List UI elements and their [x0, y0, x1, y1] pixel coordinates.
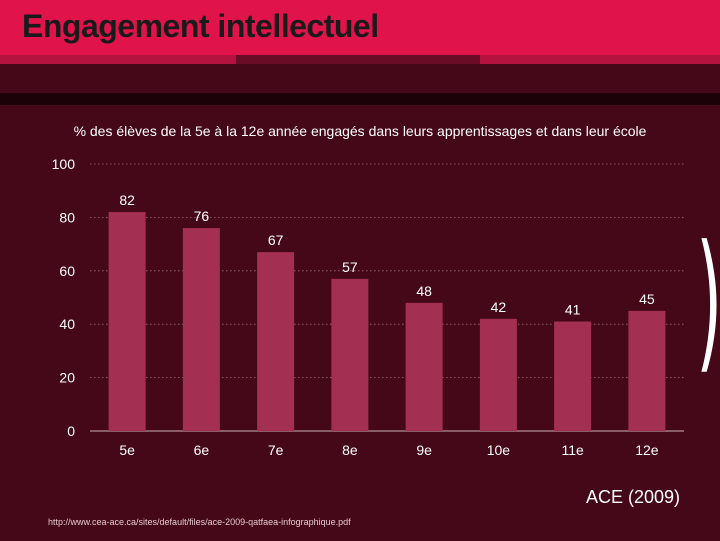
y-tick-label: 80: [59, 209, 75, 225]
x-tick-label: 5e: [119, 442, 135, 458]
source-label: ACE (2009): [585, 487, 680, 507]
accent-stripe: [0, 55, 236, 64]
bar: [257, 252, 295, 431]
slide-title: Engagement intellectuel: [22, 8, 379, 44]
accent-stripe: [236, 55, 480, 64]
y-tick-label: 60: [59, 263, 75, 279]
bar: [108, 212, 146, 431]
source-url: http://www.cea-ace.ca/sites/default/file…: [48, 517, 351, 527]
bar: [182, 228, 220, 431]
bar: [628, 310, 666, 431]
data-label: 82: [119, 192, 135, 208]
data-label: 41: [565, 302, 581, 318]
x-tick-label: 9e: [416, 442, 432, 458]
x-tick-label: 7e: [268, 442, 284, 458]
y-tick-label: 0: [67, 423, 75, 439]
x-tick-label: 11e: [561, 442, 584, 458]
data-label: 48: [416, 283, 432, 299]
bar: [479, 318, 517, 431]
accent-stripe: [480, 55, 720, 64]
data-label: 45: [639, 291, 655, 307]
data-label: 57: [342, 259, 358, 275]
y-tick-label: 20: [59, 370, 75, 386]
x-tick-label: 8e: [342, 442, 358, 458]
side-parenthesis-glyph: ): [696, 214, 720, 388]
dark-band: [0, 93, 720, 105]
bar: [554, 321, 592, 431]
title-bar: [0, 0, 720, 55]
chart-title: % des élèves de la 5e à la 12e année eng…: [73, 123, 647, 139]
data-label: 76: [194, 208, 210, 224]
x-tick-label: 6e: [194, 442, 210, 458]
y-tick-label: 100: [52, 156, 76, 172]
bar: [331, 278, 369, 431]
data-label: 67: [268, 232, 284, 248]
y-tick-label: 40: [59, 316, 75, 332]
x-tick-label: 10e: [487, 442, 511, 458]
bar: [405, 302, 443, 431]
x-tick-label: 12e: [635, 442, 659, 458]
data-label: 42: [491, 299, 507, 315]
